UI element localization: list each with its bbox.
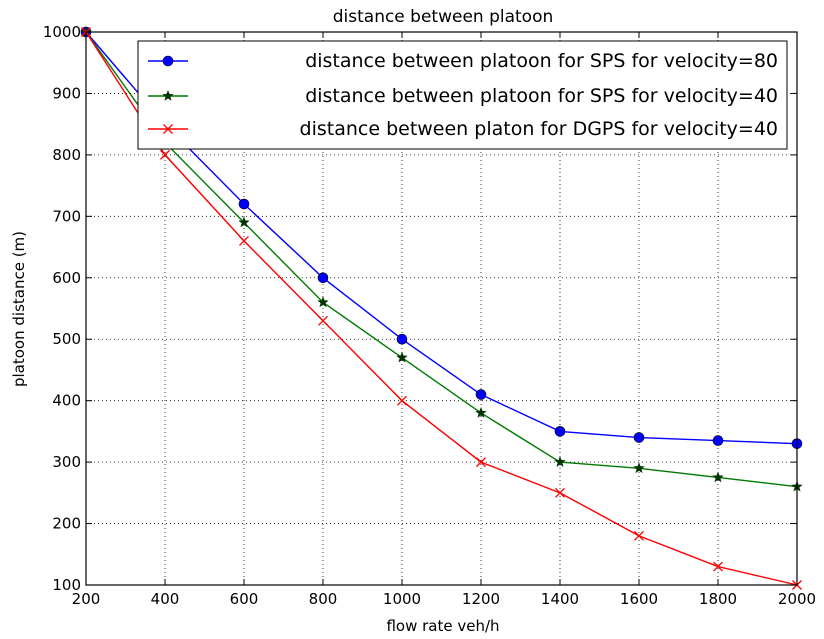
legend-marker-stroke <box>163 124 173 134</box>
legend-entry: distance between platon for DGPS for vel… <box>300 118 778 140</box>
y-tick-label: 1000 <box>43 23 81 41</box>
data-point <box>634 530 644 541</box>
x-tick-label: 800 <box>309 590 338 608</box>
data-point <box>318 315 328 326</box>
data-point-stroke <box>555 487 565 498</box>
legend-box <box>137 40 788 150</box>
y-tick-label: 200 <box>52 515 81 533</box>
legend-marker <box>162 89 174 101</box>
data-point-stroke <box>239 235 249 246</box>
x-tick-label: 1600 <box>620 590 658 608</box>
data-point <box>476 457 486 468</box>
series-2 <box>80 25 803 492</box>
x-tick-label: 1400 <box>541 590 579 608</box>
data-point <box>713 561 723 572</box>
data-point <box>397 395 407 406</box>
legend-marker <box>163 124 173 134</box>
data-point <box>396 333 408 345</box>
data-point-stroke <box>160 149 170 160</box>
y-tick-label: 500 <box>52 330 81 348</box>
y-tick-label: 900 <box>52 84 81 102</box>
x-tick-label: 1200 <box>462 590 500 608</box>
series-line <box>85 31 798 445</box>
data-point <box>712 435 724 446</box>
legend-marker <box>162 55 174 67</box>
data-point <box>475 389 487 400</box>
plot-frame <box>85 31 798 586</box>
legend-entry: distance between platoon for SPS for vel… <box>305 85 778 107</box>
data-point <box>238 198 250 210</box>
data-point <box>554 456 566 468</box>
data-point-stroke <box>318 315 328 326</box>
chart-title: distance between platoon <box>333 7 554 27</box>
data-point <box>555 487 565 498</box>
data-point <box>633 462 645 474</box>
data-point <box>475 406 487 418</box>
data-point <box>317 272 329 284</box>
y-tick-label: 100 <box>52 576 81 594</box>
y-tick-label: 600 <box>52 269 81 287</box>
legend-entry: distance between platoon for SPS for vel… <box>305 50 778 72</box>
data-point-stroke <box>713 561 723 572</box>
y-tick-label: 300 <box>52 453 81 471</box>
series-1 <box>80 26 803 449</box>
y-axis-label: platoon distance (m) <box>10 231 28 387</box>
series-3 <box>81 27 802 590</box>
y-tick-label: 800 <box>52 146 81 164</box>
data-point <box>712 471 724 483</box>
data-point-stroke <box>634 530 644 541</box>
data-point <box>239 235 249 246</box>
x-tick-label: 2000 <box>778 590 816 608</box>
data-point-stroke <box>397 395 407 406</box>
data-point <box>317 296 329 308</box>
x-tick-label: 600 <box>230 590 259 608</box>
data-point <box>633 432 645 443</box>
axis-ticks: 200 400 600 800 1000 1200 1400 1600 1800 20001002… <box>43 23 816 608</box>
x-tick-label: 1000 <box>383 590 421 608</box>
data-point <box>554 426 566 437</box>
x-tick-label: 400 <box>151 590 180 608</box>
data-point-stroke <box>476 457 486 468</box>
data-point <box>238 216 250 228</box>
y-tick-label: 400 <box>52 392 81 410</box>
x-tick-label: 200 <box>72 590 101 608</box>
data-point <box>160 149 170 160</box>
series-line <box>85 31 798 488</box>
y-tick-label: 700 <box>52 207 81 225</box>
series-line <box>85 31 798 586</box>
x-tick-label: 1800 <box>699 590 737 608</box>
legend: distance between platoon for SPS for vel… <box>137 40 788 150</box>
series-lines <box>80 25 803 590</box>
data-point <box>396 351 408 363</box>
x-axis-label: flow rate veh/h <box>386 617 499 635</box>
